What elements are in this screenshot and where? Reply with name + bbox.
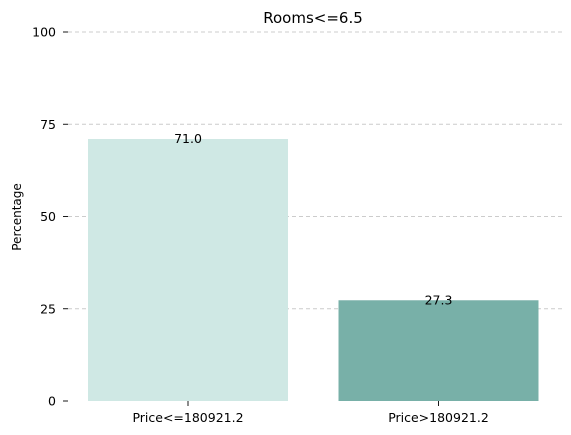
y-tick-label: 25	[40, 301, 56, 316]
y-tick-label: 0	[48, 394, 56, 409]
bars	[88, 139, 539, 401]
chart-title: Rooms<=6.5	[263, 9, 363, 27]
bar	[338, 300, 539, 401]
bar-value-label: 27.3	[425, 292, 453, 307]
bar-value-label: 71.0	[174, 131, 202, 146]
y-tick-label: 100	[32, 25, 56, 40]
bar	[88, 139, 288, 401]
x-tick-label: Price<=180921.2	[132, 410, 243, 425]
x-tick-label: Price>180921.2	[388, 410, 489, 425]
y-axis-label: Percentage	[10, 183, 24, 251]
y-axis-ticks: 0 25 50 75 100	[32, 25, 68, 409]
data-labels: 71.0 27.3	[174, 131, 452, 307]
y-tick-label: 75	[40, 117, 56, 132]
x-axis-ticks: Price<=180921.2 Price>180921.2	[132, 401, 489, 425]
y-tick-label: 50	[40, 209, 56, 224]
